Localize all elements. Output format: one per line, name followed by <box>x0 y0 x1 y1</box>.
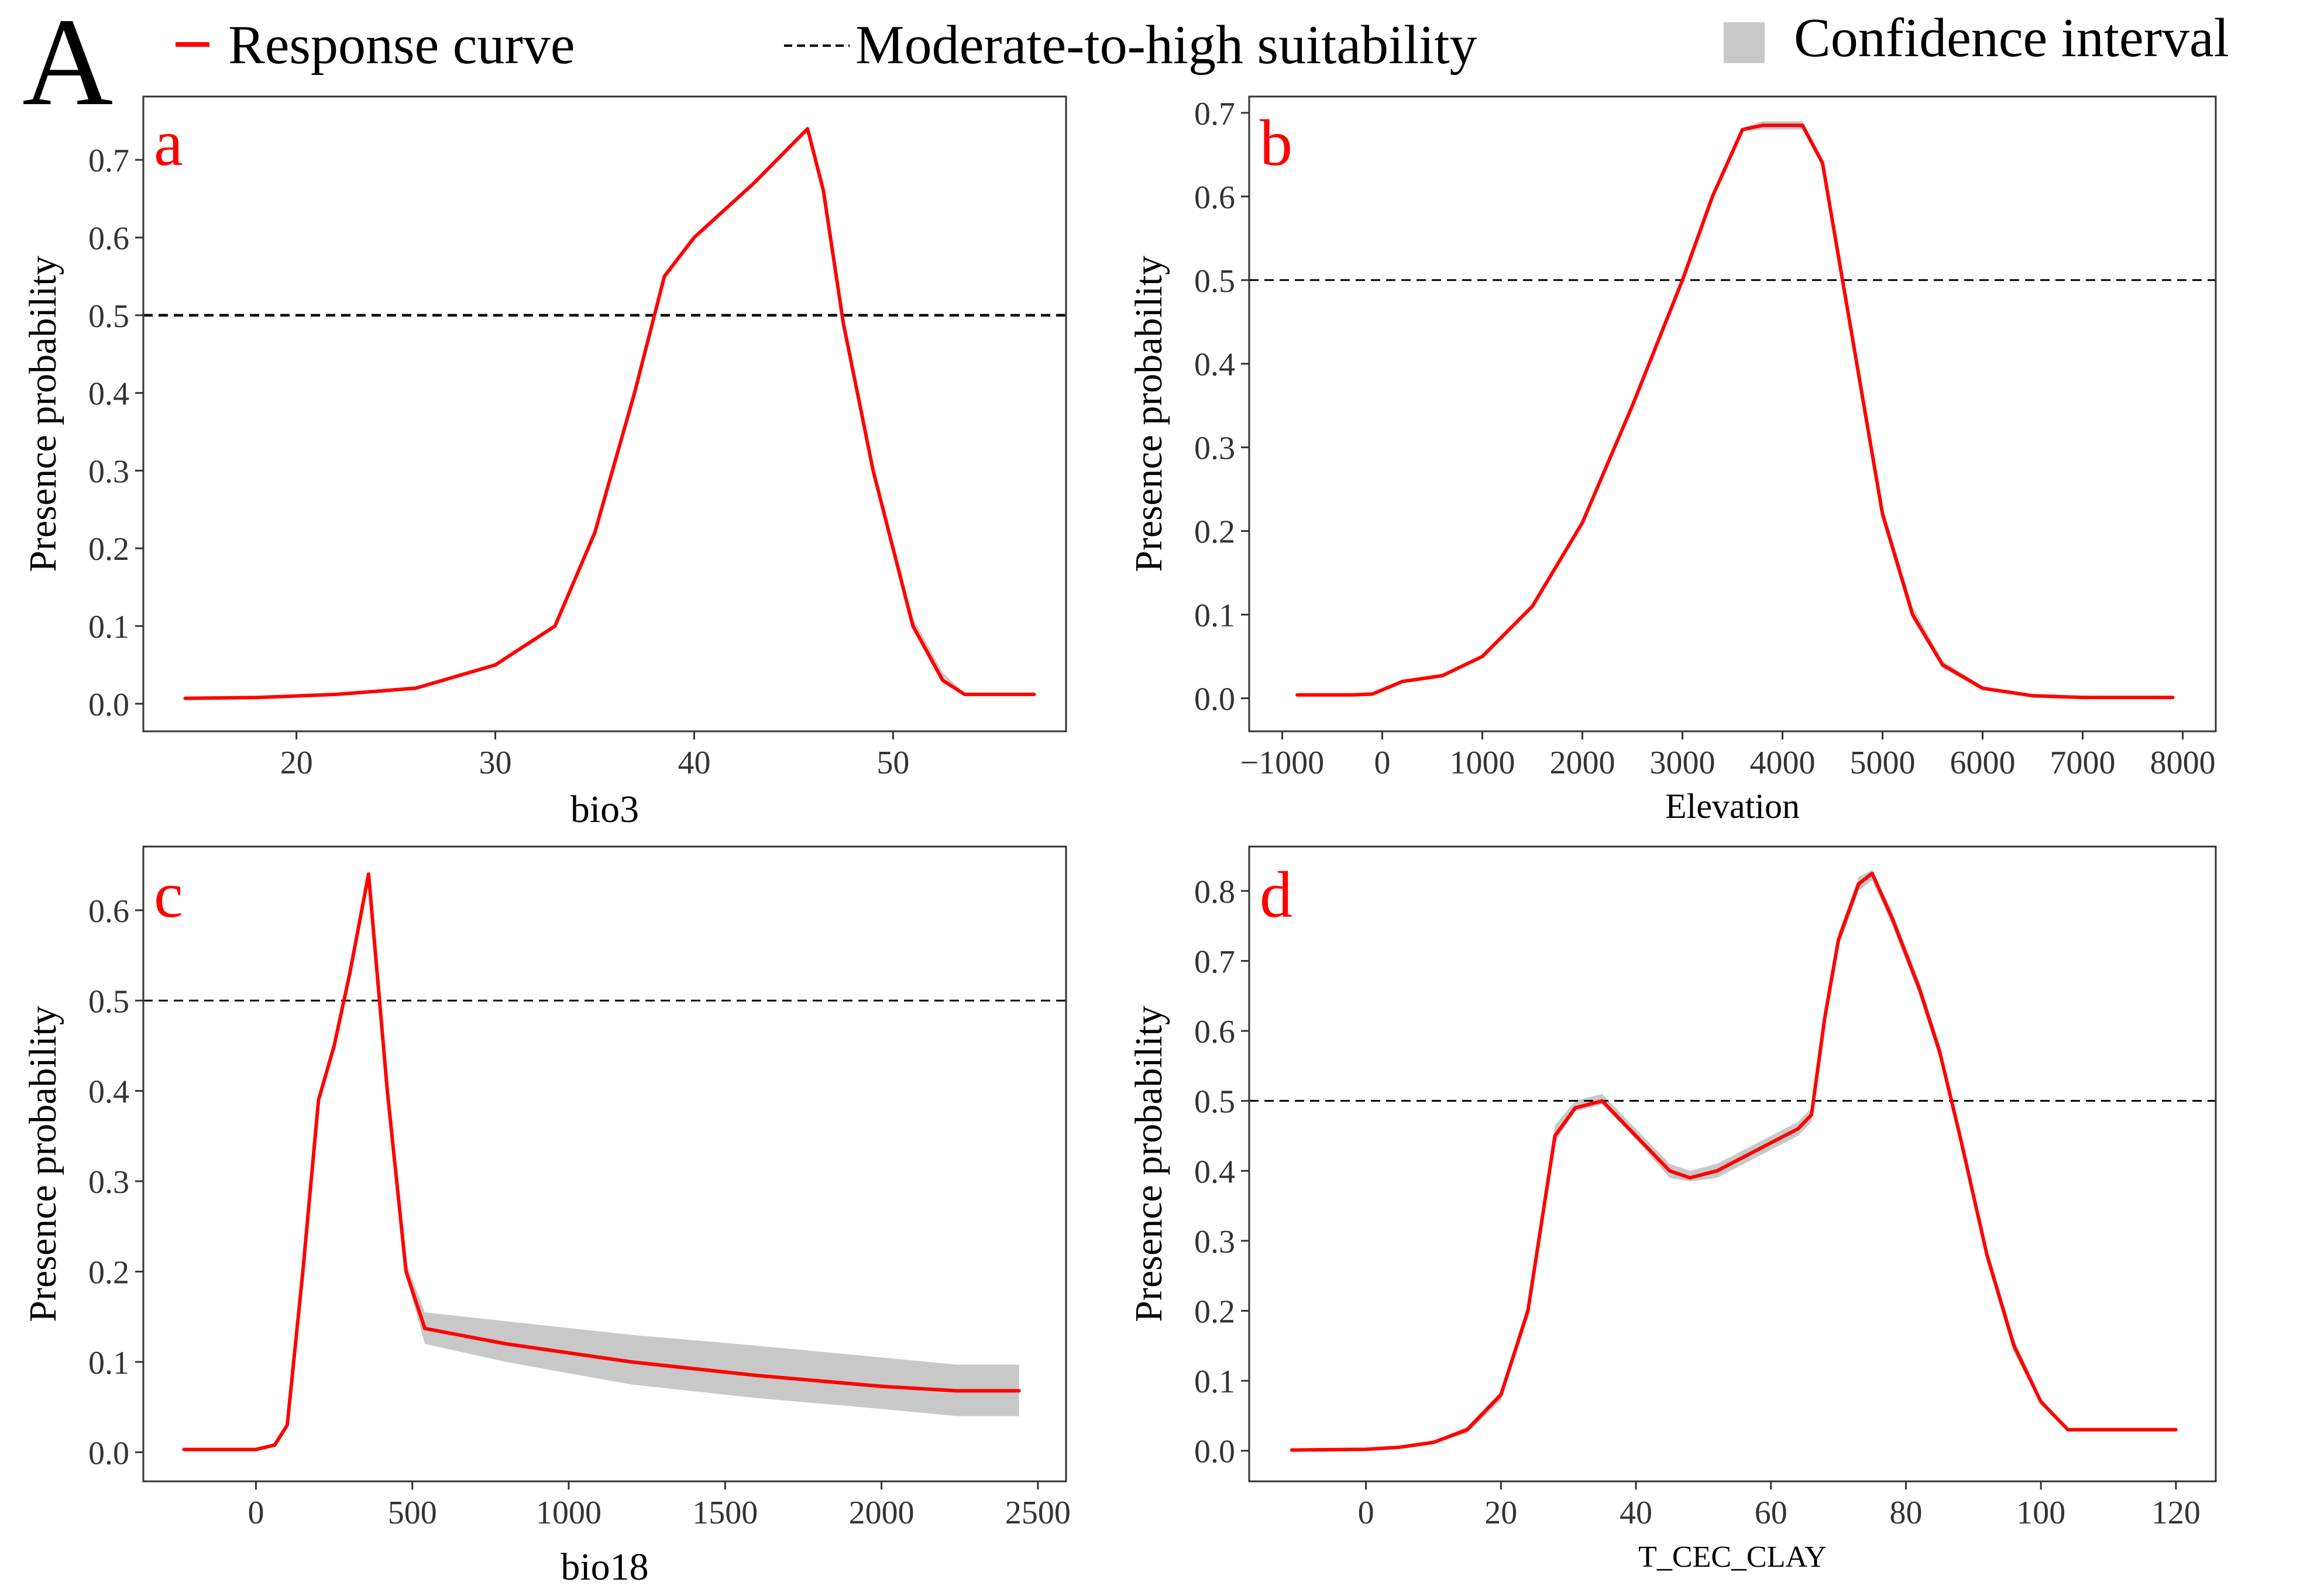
y-tick-label: 0.5 <box>1194 1084 1235 1120</box>
x-axis-label: bio3 <box>570 788 639 831</box>
y-tick-label: 0.1 <box>88 609 129 645</box>
y-tick-label: 0.5 <box>1194 263 1235 300</box>
y-axis-label: Presence probability <box>22 1006 64 1322</box>
x-tick-label: 1500 <box>692 1495 758 1531</box>
y-tick-label: 0.1 <box>88 1345 129 1381</box>
y-tick-label: 0.1 <box>1194 1364 1235 1400</box>
x-tick-label: 2000 <box>1549 745 1615 781</box>
x-tick-label: −1000 <box>1240 745 1325 781</box>
y-tick-label: 0.0 <box>88 1435 129 1471</box>
x-tick-label: 2000 <box>849 1495 915 1531</box>
x-tick-label: 6000 <box>1950 745 2016 781</box>
y-tick-label: 0.6 <box>88 221 129 257</box>
y-tick-label: 0.6 <box>1194 180 1235 216</box>
panel-d: 0.0 0.1 0.2 0.3 0.4 0.5 0.6 0.7 0.8 0 20 40 60 80 100 1… <box>1127 845 2217 1574</box>
legend: Response curve Moderate-to-high suitabil… <box>176 8 2229 75</box>
ci-band <box>1297 121 2173 698</box>
y-tick-label: 0.4 <box>1194 1154 1235 1190</box>
y-tick-label: 0.5 <box>88 983 129 1020</box>
x-tick-label: 0 <box>247 1495 264 1531</box>
x-tick-label: 500 <box>388 1495 437 1531</box>
y-tick-label: 0.2 <box>88 531 129 567</box>
y-tick-label: 0.3 <box>1194 1224 1235 1260</box>
x-tick-label: 60 <box>1755 1495 1787 1531</box>
legend-response-label: Response curve <box>228 15 575 75</box>
panel-frame <box>142 845 1067 1483</box>
y-axis-label: Presence probability <box>22 256 64 572</box>
x-tick-label: 5000 <box>1850 745 1916 781</box>
panel-letter: a <box>154 107 183 180</box>
panel-a: 0.0 0.1 0.2 0.3 0.4 0.5 0.6 0.7 20 30 40 50 bio3 Pres… <box>22 95 1067 831</box>
response-curve <box>1290 871 2178 1452</box>
x-tick-label: 120 <box>2151 1495 2201 1531</box>
y-tick-label: 0.5 <box>88 298 129 335</box>
y-tick-label: 0.6 <box>88 893 129 930</box>
y-tick-label: 0.4 <box>88 376 129 412</box>
x-tick-label: 40 <box>1620 1495 1652 1531</box>
x-tick-label: 50 <box>876 745 909 781</box>
panel-c: 0.0 0.1 0.2 0.3 0.4 0.5 0.6 0 500 1000 1500 2000 250… <box>22 845 1071 1588</box>
y-axis-label: Presence probability <box>1127 1006 1170 1322</box>
ci-band <box>184 874 1019 1450</box>
x-tick-label: 20 <box>280 745 313 781</box>
y-tick-label: 0.1 <box>1194 598 1235 634</box>
x-axis-label: T_CEC_CLAY <box>1638 1540 1827 1574</box>
y-tick-label: 0.0 <box>1194 1434 1235 1470</box>
x-tick-label: 100 <box>2016 1495 2065 1531</box>
panel-frame <box>142 95 1067 732</box>
y-tick-label: 0.2 <box>88 1254 129 1291</box>
panel-letter: c <box>154 859 183 931</box>
y-tick-label: 0.7 <box>88 143 129 179</box>
response-curve <box>182 872 1021 1451</box>
x-tick-label: 1000 <box>536 1495 601 1531</box>
x-tick-label: 7000 <box>2050 745 2116 781</box>
x-tick-label: 1000 <box>1449 745 1515 781</box>
x-tick-label: 2500 <box>1005 1495 1071 1531</box>
x-tick-label: 80 <box>1889 1495 1922 1531</box>
y-tick-label: 0.3 <box>88 453 129 490</box>
x-tick-label: 4000 <box>1750 745 1816 781</box>
ci-band <box>185 129 1034 699</box>
y-tick-label: 0.8 <box>1194 874 1235 910</box>
x-axis-label: bio18 <box>561 1546 648 1588</box>
y-tick-label: 0.6 <box>1194 1014 1235 1050</box>
response-curve <box>183 127 1036 700</box>
y-tick-label: 0.7 <box>1194 944 1235 980</box>
panel-frame <box>1248 95 2217 732</box>
panel-letter: b <box>1260 107 1292 180</box>
y-tick-label: 0.2 <box>1194 1294 1235 1330</box>
y-tick-label: 0.4 <box>1194 347 1235 383</box>
x-tick-label: 40 <box>678 745 710 781</box>
panel-letter: d <box>1260 859 1292 931</box>
x-tick-label: 3000 <box>1649 745 1715 781</box>
panel-b: 0.0 0.1 0.2 0.3 0.4 0.5 0.6 0.7 −1000 0 1000 2000 30… <box>1127 95 2217 825</box>
legend-threshold-label: Moderate-to-high suitability <box>855 15 1477 75</box>
y-tick-label: 0.0 <box>88 687 129 723</box>
x-tick-label: 30 <box>479 745 512 781</box>
ci-band <box>1291 870 2176 1450</box>
y-tick-label: 0.2 <box>1194 514 1235 551</box>
x-tick-label: 0 <box>1358 1495 1374 1531</box>
y-tick-label: 0.7 <box>1194 96 1235 132</box>
x-tick-label: 8000 <box>2150 745 2216 781</box>
y-tick-label: 0.3 <box>1194 431 1235 467</box>
panel-frame <box>1248 845 2217 1483</box>
legend-ci-swatch <box>1724 22 1765 63</box>
y-tick-label: 0.4 <box>88 1074 129 1110</box>
y-tick-label: 0.0 <box>1194 682 1235 718</box>
x-axis-label: Elevation <box>1665 787 1800 825</box>
legend-ci-label: Confidence interval <box>1794 8 2229 68</box>
y-axis-label: Presence probability <box>1127 256 1170 572</box>
figure-label: A <box>22 0 113 132</box>
x-tick-label: 0 <box>1374 745 1390 781</box>
response-curve <box>1295 123 2175 700</box>
y-tick-label: 0.3 <box>88 1164 129 1201</box>
x-tick-label: 20 <box>1484 1495 1517 1531</box>
